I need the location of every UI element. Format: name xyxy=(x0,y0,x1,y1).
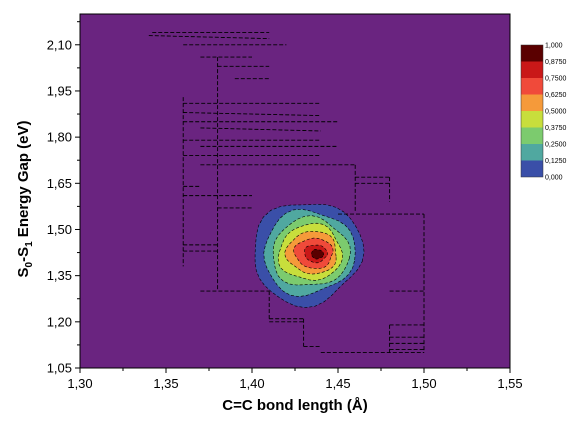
y-tick-label: 1,50 xyxy=(47,222,72,237)
x-tick-label: 1,50 xyxy=(411,376,436,391)
y-axis-title-part: -S xyxy=(15,247,32,262)
colorbar-label: 0,5000 xyxy=(545,109,567,116)
x-tick-label: 1,45 xyxy=(325,376,350,391)
colorbar-swatch xyxy=(521,61,543,78)
plot-background xyxy=(80,14,510,368)
x-tick-label: 1,55 xyxy=(497,376,522,391)
colorbar-border xyxy=(520,44,544,178)
colorbar-swatch xyxy=(521,144,543,161)
contour-fills xyxy=(254,203,365,309)
y-tick-label: 1,20 xyxy=(47,314,72,329)
dashed-contour-segment xyxy=(148,35,270,40)
y-axis-title-part: S xyxy=(15,267,32,277)
colorbar-label: 1,000 xyxy=(545,43,563,50)
y-tick-label: 1,65 xyxy=(47,176,72,191)
colorbar-swatch xyxy=(521,111,543,128)
colorbar-swatch xyxy=(521,160,543,177)
y-tick-label: 1,80 xyxy=(47,130,72,145)
colorbar-label: 0,000 xyxy=(545,175,563,182)
y-axis-title: S0-S1 Energy Gap (eV) xyxy=(15,120,35,277)
colorbar-label: 0,7500 xyxy=(545,76,567,83)
contour-level-1 xyxy=(311,248,324,260)
colorbar-swatch xyxy=(521,94,543,111)
x-tick-label: 1,35 xyxy=(153,376,178,391)
y-tick-label: 1,95 xyxy=(47,83,72,98)
y-axis-title-part: 0 xyxy=(24,261,35,267)
x-axis: 1,30 1,35 1,40 1,45 1,50 1,55 xyxy=(67,368,523,391)
colorbar-swatch xyxy=(521,127,543,144)
dashed-contour-segment xyxy=(200,127,321,132)
y-tick-label: 1,35 xyxy=(47,268,72,283)
dashed-contour-segment xyxy=(183,112,321,117)
colorbar-label: 0,2500 xyxy=(545,142,567,149)
y-tick-label: 2,10 xyxy=(47,37,72,52)
colorbar-label: 0,3750 xyxy=(545,125,567,132)
y-tick-label: 1,05 xyxy=(47,361,72,376)
colorbar-swatch xyxy=(521,78,543,95)
x-axis-title: C=C bond length (Å) xyxy=(222,397,367,414)
colorbar-legend: 1,000 0,8750 0,7500 0,6250 0,5000 0,3750 0,250… xyxy=(520,43,567,182)
colorbar-label: 0,6250 xyxy=(545,92,567,99)
dashed-contour-lines xyxy=(148,32,425,354)
colorbar-swatch xyxy=(521,45,543,62)
colorbar-label: 0,8750 xyxy=(545,59,567,66)
y-axis-title-part: Energy Gap (eV) xyxy=(15,120,32,241)
colorbar-label: 0,1250 xyxy=(545,158,567,165)
x-tick-label: 1,30 xyxy=(67,376,92,391)
x-tick-label: 1,40 xyxy=(239,376,264,391)
y-axis-title-part: 1 xyxy=(24,241,35,247)
y-axis: 1,05 1,20 1,35 1,50 1,65 1,80 1,95 2,10 xyxy=(47,21,80,376)
